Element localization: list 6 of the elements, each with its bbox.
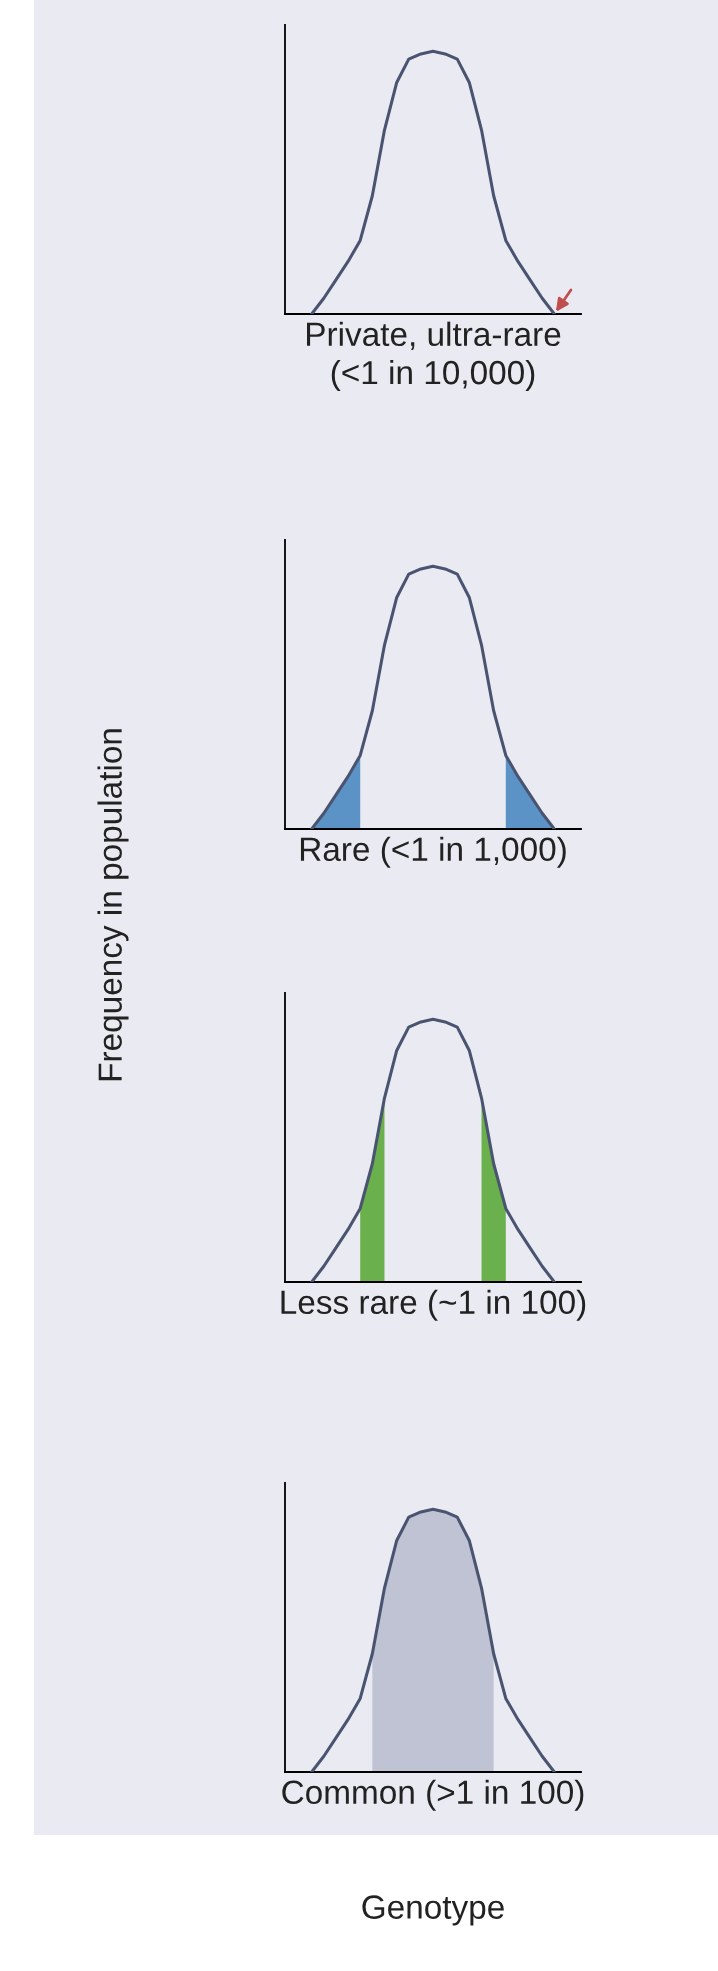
x-axis-title: Rare (<1 in 1,000): [300, 836, 566, 868]
text: Genotype: [362, 1895, 504, 1926]
y-axis-title: Frequency in population: [97, 729, 129, 1081]
x-axis-title: Private, ultra-rare (<1 in 10,000): [307, 321, 561, 392]
x-axis-title: Common (>1 in 100): [282, 1779, 584, 1811]
x-axis-title: Less rare (~1 in 100): [281, 1289, 586, 1321]
